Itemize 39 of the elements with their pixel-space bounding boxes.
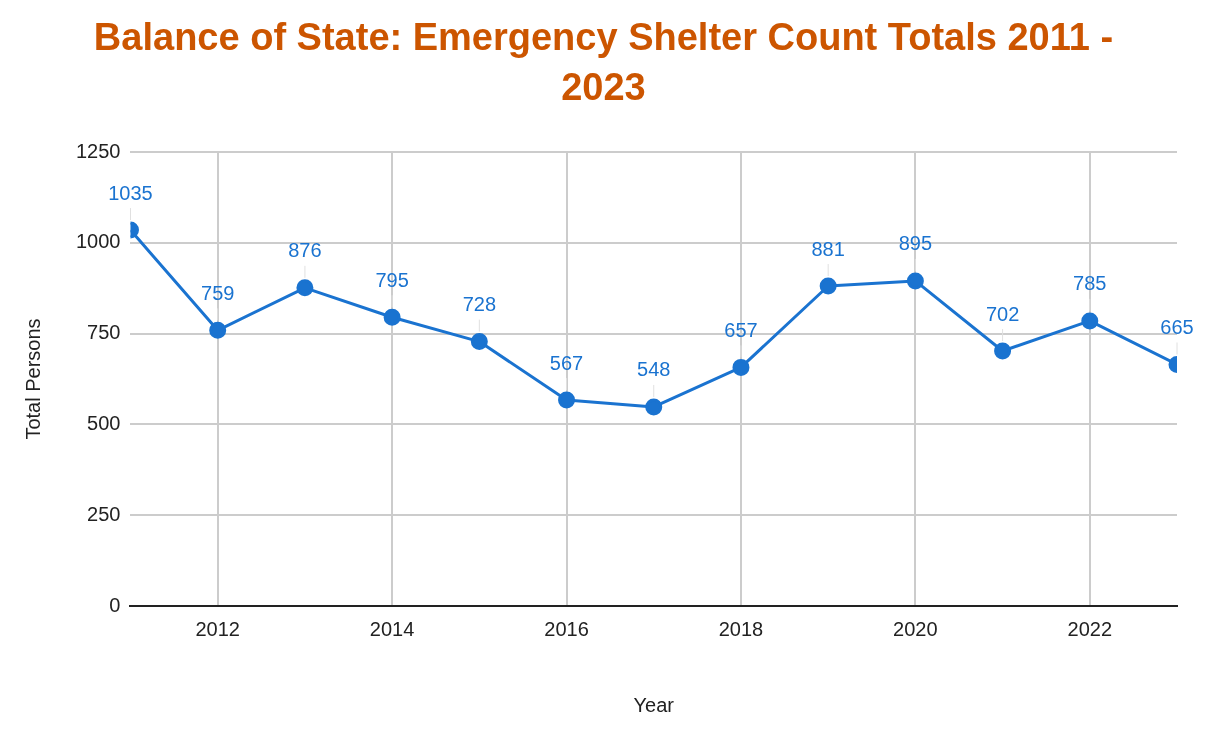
point <box>296 279 314 297</box>
y-tick-label: 250 <box>87 502 121 525</box>
x-tick-label: 2022 <box>1067 617 1113 640</box>
chart-title: Balance of State: Emergency Shelter Count Totals 2011 - 2023 <box>92 15 1115 110</box>
point <box>906 272 924 290</box>
point <box>558 391 576 409</box>
data-label: 876 <box>288 239 322 262</box>
point <box>645 398 663 416</box>
data-label: 759 <box>201 281 235 304</box>
x-tick-label: 2012 <box>195 617 240 640</box>
data-label: 785 <box>1073 272 1107 295</box>
x-tick-label: 2018 <box>718 617 764 640</box>
y-tick-label: 500 <box>87 411 121 434</box>
point <box>470 333 488 351</box>
data-label: 567 <box>549 351 584 374</box>
point <box>732 358 750 376</box>
x-tick-label: 2014 <box>369 617 415 640</box>
x-axis-title: Year <box>633 693 675 716</box>
x-tick-label: 2016 <box>544 617 589 640</box>
data-label: 702 <box>985 302 1020 325</box>
y-tick-label: 750 <box>87 321 121 344</box>
x-tick-label: 2020 <box>893 617 938 640</box>
data-label: 665 <box>1160 315 1194 338</box>
point <box>1081 312 1099 330</box>
y-tick-label: 1250 <box>75 139 121 162</box>
data-label: 657 <box>724 318 758 341</box>
data-label: 881 <box>811 237 845 260</box>
data-label: 895 <box>898 232 933 255</box>
point <box>819 277 837 295</box>
point <box>209 321 227 339</box>
data-label: 548 <box>637 358 671 381</box>
y-tick-label: 1000 <box>75 230 121 253</box>
y-tick-label: 0 <box>109 593 121 616</box>
point <box>994 342 1012 360</box>
point <box>383 308 401 326</box>
y-axis-title: Total Persons <box>21 318 44 440</box>
data-label: 795 <box>375 268 409 291</box>
data-label: 1035 <box>108 181 153 204</box>
data-label: 728 <box>462 293 497 316</box>
